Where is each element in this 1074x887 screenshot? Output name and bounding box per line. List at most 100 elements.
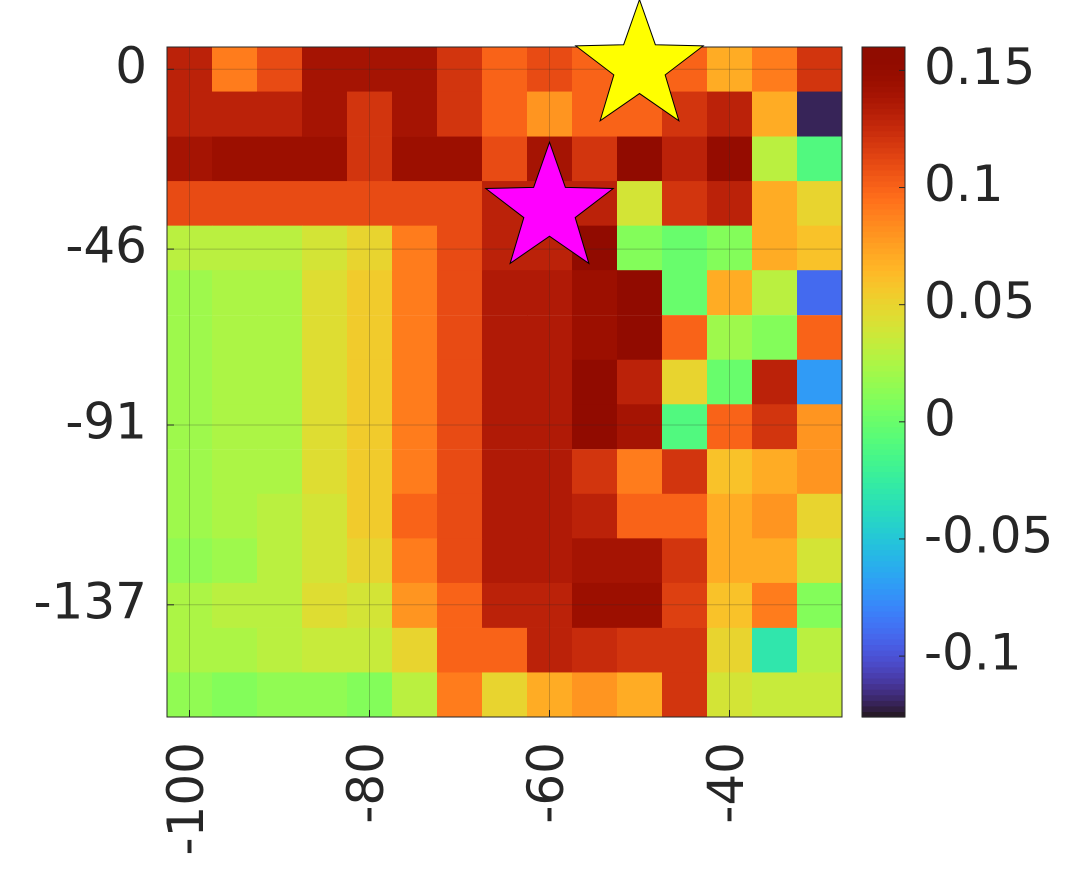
- colorbar-swatch: [862, 186, 905, 193]
- heatmap-cell: [437, 225, 483, 271]
- colorbar-swatch: [862, 538, 905, 545]
- heatmap-cell: [392, 582, 438, 628]
- colorbar-tick-label: -0.1: [924, 624, 1022, 682]
- colorbar-swatch: [862, 610, 905, 618]
- star-marker: [574, 0, 705, 122]
- heatmap-cell: [572, 672, 618, 718]
- colorbar-swatch: [862, 387, 905, 394]
- heatmap-cell: [212, 91, 258, 137]
- heatmap-cell: [347, 404, 393, 450]
- heatmap-cell: [797, 315, 843, 361]
- heatmap-cell: [392, 270, 438, 316]
- colorbar-swatch: [862, 683, 905, 690]
- heatmap-cell: [167, 136, 213, 182]
- heatmap-cell: [527, 404, 573, 450]
- heatmap-cell: [752, 136, 798, 182]
- heatmap-cell: [752, 359, 798, 405]
- heatmap-cell: [302, 270, 348, 316]
- colorbar-swatch: [862, 220, 905, 227]
- heatmap-cell: [392, 493, 438, 539]
- heatmap-cell: [617, 449, 663, 495]
- colorbar-swatch: [862, 348, 905, 355]
- heatmap-cell: [167, 47, 213, 93]
- heatmap-cell: [392, 672, 438, 718]
- heatmap-cell: [347, 47, 393, 93]
- heatmap-cell: [527, 91, 573, 137]
- heatmap-cell: [482, 315, 528, 361]
- heatmap-cell: [662, 404, 708, 450]
- y-tick-label: -91: [65, 392, 147, 450]
- heatmap-cell: [392, 538, 438, 584]
- colorbar-swatch: [862, 342, 905, 350]
- colorbar-tick-label: 0: [924, 389, 956, 447]
- heatmap-cell: [167, 91, 213, 137]
- colorbar-swatch: [862, 672, 905, 679]
- colorbar-swatch: [862, 248, 905, 255]
- colorbar-swatch: [862, 499, 905, 506]
- colorbar-swatch: [862, 661, 905, 668]
- colorbar-swatch: [862, 270, 905, 277]
- heatmap-cell: [752, 91, 798, 137]
- heatmap-cell: [617, 493, 663, 539]
- colorbar-swatch: [862, 409, 905, 417]
- heatmap-cell: [482, 582, 528, 628]
- heatmap-cell: [212, 627, 258, 673]
- heatmap-cell: [662, 181, 708, 227]
- heatmap-cell: [437, 493, 483, 539]
- heatmap-cell: [167, 404, 213, 450]
- heatmap-cell: [797, 672, 843, 718]
- heatmap-cell: [212, 359, 258, 405]
- heatmap-cell: [392, 627, 438, 673]
- colorbar-swatch: [862, 421, 905, 428]
- heatmap-cell: [167, 538, 213, 584]
- colorbar-swatch: [862, 516, 905, 523]
- heatmap-cell: [212, 225, 258, 271]
- colorbar-swatch: [862, 47, 905, 54]
- colorbar-swatch: [862, 119, 905, 126]
- colorbar-swatch: [862, 443, 905, 450]
- heatmap-cell: [212, 136, 258, 182]
- colorbar-swatch: [862, 359, 905, 366]
- heatmap-cell: [617, 627, 663, 673]
- heatmap-cell: [167, 627, 213, 673]
- heatmap-cell: [437, 672, 483, 718]
- heatmap-cell: [167, 582, 213, 628]
- colorbar-swatch: [862, 158, 905, 165]
- heatmap-cell: [257, 538, 303, 584]
- colorbar-swatch: [862, 488, 905, 495]
- colorbar-swatch: [862, 309, 905, 316]
- heatmap-cell: [617, 225, 663, 271]
- heatmap-cell: [572, 538, 618, 584]
- heatmap-cell: [257, 493, 303, 539]
- colorbar-swatch: [862, 638, 905, 646]
- colorbar-swatch: [862, 650, 905, 657]
- heatmap-cell: [347, 582, 393, 628]
- colorbar-swatch: [862, 181, 905, 188]
- heatmap-cell: [167, 181, 213, 227]
- heatmap-cell: [797, 404, 843, 450]
- heatmap-cell: [302, 672, 348, 718]
- colorbar-swatch: [862, 398, 905, 405]
- heatmap-cell: [617, 270, 663, 316]
- heatmap-cell: [167, 493, 213, 539]
- heatmap-cell: [572, 136, 618, 182]
- heatmap-cell: [572, 270, 618, 316]
- colorbar-swatch: [862, 393, 905, 400]
- heatmap-cell: [257, 582, 303, 628]
- heatmap-cell: [482, 449, 528, 495]
- heatmap-cell: [212, 181, 258, 227]
- heatmap-cell: [257, 91, 303, 137]
- colorbar-tick-label: 0.1: [924, 155, 1004, 213]
- heatmap-cell: [212, 315, 258, 361]
- heatmap-cell: [617, 136, 663, 182]
- heatmap-cell: [527, 582, 573, 628]
- heatmap-cell: [707, 91, 753, 137]
- heatmap-cell: [347, 359, 393, 405]
- heatmap-cell: [797, 538, 843, 584]
- heatmap-cell: [482, 359, 528, 405]
- colorbar-tick-label: -0.05: [924, 506, 1053, 564]
- heatmap-cell: [797, 136, 843, 182]
- colorbar-tick-label: 0.05: [924, 272, 1035, 330]
- heatmap-cell: [302, 493, 348, 539]
- heatmap-cell: [212, 538, 258, 584]
